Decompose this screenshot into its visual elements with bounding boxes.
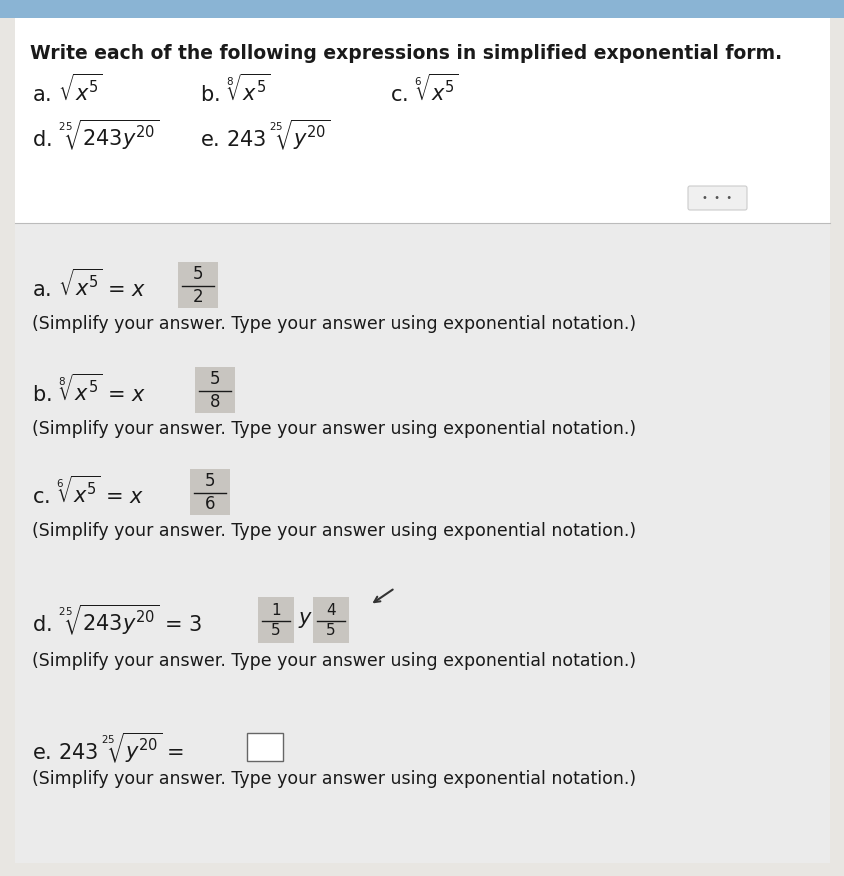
Text: d. $\sqrt[25]{243y^{20}}$: d. $\sqrt[25]{243y^{20}}$: [32, 117, 160, 152]
Text: 5: 5: [326, 623, 335, 638]
Text: •  •  •: • • •: [701, 193, 731, 203]
Text: e. $243\,\sqrt[25]{y^{20}}$: e. $243\,\sqrt[25]{y^{20}}$: [200, 117, 330, 152]
FancyBboxPatch shape: [178, 262, 218, 308]
Text: Write each of the following expressions in simplified exponential form.: Write each of the following expressions …: [30, 44, 782, 63]
FancyBboxPatch shape: [190, 469, 230, 515]
Text: (Simplify your answer. Type your answer using exponential notation.): (Simplify your answer. Type your answer …: [32, 652, 636, 670]
Text: 8: 8: [209, 393, 220, 411]
FancyBboxPatch shape: [687, 186, 746, 210]
Text: a. $\sqrt{x^5}$ = $x$: a. $\sqrt{x^5}$ = $x$: [32, 269, 146, 301]
Text: d. $\sqrt[25]{243y^{20}}$ = $3$: d. $\sqrt[25]{243y^{20}}$ = $3$: [32, 603, 202, 638]
Text: 5: 5: [204, 472, 215, 490]
Text: 5: 5: [271, 623, 280, 638]
FancyBboxPatch shape: [312, 597, 349, 643]
Text: 5: 5: [192, 265, 203, 283]
Text: c. $\sqrt[6]{x^5}$: c. $\sqrt[6]{x^5}$: [390, 74, 458, 106]
Text: (Simplify your answer. Type your answer using exponential notation.): (Simplify your answer. Type your answer …: [32, 770, 636, 788]
Text: (Simplify your answer. Type your answer using exponential notation.): (Simplify your answer. Type your answer …: [32, 522, 636, 540]
Text: 1: 1: [271, 603, 280, 618]
Bar: [0, 0, 844, 18]
FancyBboxPatch shape: [246, 733, 283, 761]
Text: b. $\sqrt[8]{x^5}$ = $x$: b. $\sqrt[8]{x^5}$ = $x$: [32, 374, 146, 406]
Text: b. $\sqrt[8]{x^5}$: b. $\sqrt[8]{x^5}$: [200, 74, 270, 106]
Bar: [15, 18, 829, 223]
FancyBboxPatch shape: [257, 597, 294, 643]
Text: 4: 4: [326, 603, 335, 618]
Text: a. $\sqrt{x^5}$: a. $\sqrt{x^5}$: [32, 74, 103, 106]
Text: e. $243\,\sqrt[25]{y^{20}}$ =: e. $243\,\sqrt[25]{y^{20}}$ =: [32, 731, 187, 766]
Text: (Simplify your answer. Type your answer using exponential notation.): (Simplify your answer. Type your answer …: [32, 315, 636, 333]
Bar: [15, 223, 829, 863]
Text: 5: 5: [209, 370, 220, 388]
Text: (Simplify your answer. Type your answer using exponential notation.): (Simplify your answer. Type your answer …: [32, 420, 636, 438]
FancyBboxPatch shape: [195, 367, 235, 413]
Text: 2: 2: [192, 288, 203, 306]
Text: c. $\sqrt[6]{x^5}$ = $x$: c. $\sqrt[6]{x^5}$ = $x$: [32, 476, 144, 508]
Text: 6: 6: [204, 495, 215, 513]
Text: $y$: $y$: [298, 610, 313, 630]
